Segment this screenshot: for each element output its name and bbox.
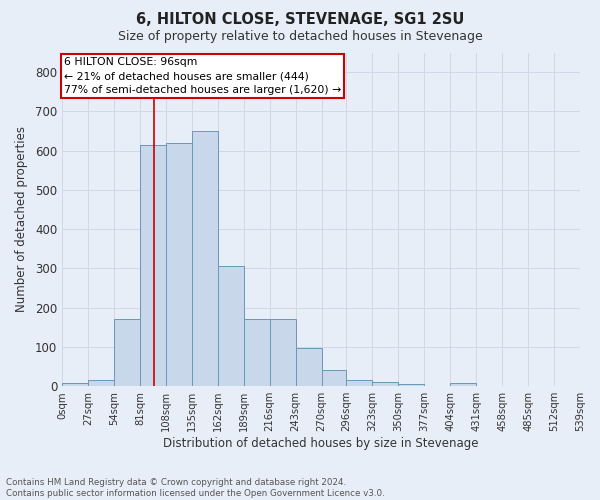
Bar <box>192 131 218 386</box>
Bar <box>398 384 424 386</box>
X-axis label: Distribution of detached houses by size in Stevenage: Distribution of detached houses by size … <box>163 437 479 450</box>
Bar <box>373 382 398 386</box>
Bar <box>114 320 140 386</box>
Text: Contains HM Land Registry data © Crown copyright and database right 2024.
Contai: Contains HM Land Registry data © Crown c… <box>6 478 385 498</box>
Text: 6 HILTON CLOSE: 96sqm
← 21% of detached houses are smaller (444)
77% of semi-det: 6 HILTON CLOSE: 96sqm ← 21% of detached … <box>64 57 341 95</box>
Text: 6, HILTON CLOSE, STEVENAGE, SG1 2SU: 6, HILTON CLOSE, STEVENAGE, SG1 2SU <box>136 12 464 28</box>
Bar <box>218 266 244 386</box>
Bar <box>322 370 346 386</box>
Bar <box>296 348 322 386</box>
Y-axis label: Number of detached properties: Number of detached properties <box>15 126 28 312</box>
Bar <box>166 143 192 386</box>
Bar <box>244 320 269 386</box>
Text: Size of property relative to detached houses in Stevenage: Size of property relative to detached ho… <box>118 30 482 43</box>
Bar <box>88 380 114 386</box>
Bar <box>62 383 88 386</box>
Bar <box>346 380 373 386</box>
Bar <box>450 383 476 386</box>
Bar <box>140 145 166 386</box>
Bar <box>269 320 296 386</box>
